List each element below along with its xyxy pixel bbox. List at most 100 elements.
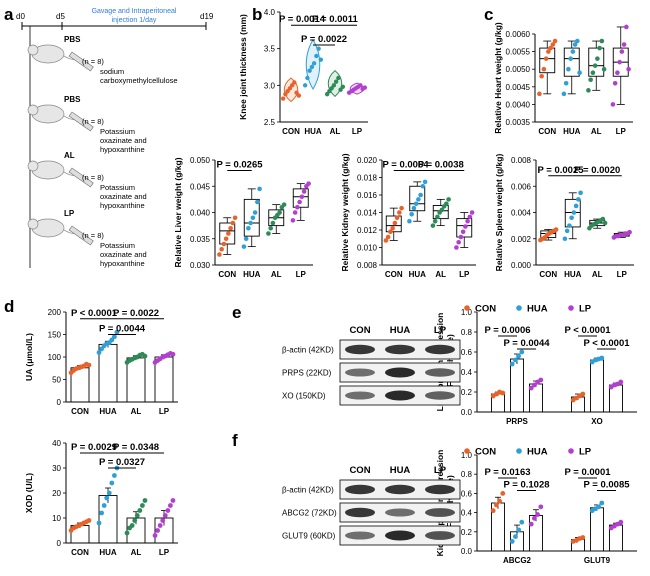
y-tick-label: 0.010 — [357, 244, 378, 253]
data-point — [170, 351, 176, 357]
data-point — [500, 390, 506, 396]
data-point — [106, 490, 112, 496]
data-point — [444, 201, 449, 207]
data-point — [331, 83, 337, 88]
data-point — [538, 504, 544, 510]
data-point — [305, 75, 310, 81]
data-point — [420, 183, 426, 189]
data-point — [246, 225, 251, 231]
bar — [510, 358, 524, 413]
x-tick-label: AL — [271, 270, 282, 279]
legend-label: LP — [579, 447, 592, 458]
blot-band — [425, 508, 455, 517]
legend-label: HUA — [527, 447, 548, 458]
blot-column-label: CON — [349, 465, 370, 476]
panel-label-f: f — [232, 431, 238, 450]
x-tick-label: AL — [592, 270, 603, 279]
blot-band — [345, 484, 375, 495]
data-point — [595, 56, 600, 61]
y-tick-label: 0.012 — [357, 226, 378, 235]
data-point — [509, 539, 515, 544]
data-point — [302, 83, 308, 88]
data-point — [627, 229, 632, 235]
group-treatment-1: sodium — [100, 67, 124, 76]
y-tick-label: 0.6 — [461, 489, 473, 498]
data-point — [600, 216, 606, 222]
data-point — [124, 530, 130, 536]
data-point — [615, 70, 620, 76]
data-point — [413, 201, 419, 207]
mouse-head-icon — [27, 104, 39, 116]
data-point — [497, 498, 502, 504]
data-point — [99, 510, 104, 516]
y-tick-label: 0.6 — [461, 348, 473, 357]
data-point — [564, 228, 570, 234]
x-tick-label: GLUT9 — [584, 556, 611, 565]
data-point — [546, 49, 551, 54]
y-tick-label: 0.018 — [357, 174, 378, 183]
p-value: P = 0.0044 — [503, 338, 550, 349]
syringe-icon — [68, 51, 94, 72]
data-point — [601, 66, 607, 72]
blot-column-label: LP — [434, 325, 447, 336]
blot-row-label: β-actin (42KD) — [282, 346, 334, 355]
data-point — [538, 377, 544, 383]
mouse-head-icon — [27, 160, 39, 172]
blot-row-label: β-actin (42KD) — [282, 486, 334, 495]
data-point — [465, 218, 470, 224]
data-point — [576, 197, 581, 202]
blot-band — [385, 390, 415, 401]
legend-marker — [516, 305, 522, 311]
x-tick-label: HUA — [409, 270, 427, 279]
data-point — [563, 80, 569, 86]
legend-marker — [568, 448, 574, 454]
data-point — [142, 353, 148, 359]
x-tick-label: CON — [538, 127, 556, 136]
p-value: P = 0.1028 — [503, 480, 549, 491]
x-tick-label: HUA — [99, 407, 117, 416]
blot-band — [345, 344, 375, 355]
y-axis-label: Relative Liver weight (g/kg) — [173, 157, 183, 267]
y-tick-label: 0.008 — [357, 261, 378, 270]
data-point — [295, 204, 300, 210]
data-point — [602, 220, 608, 226]
group-treatment-1: Potassium — [100, 183, 135, 192]
data-point — [568, 56, 573, 61]
data-point — [358, 83, 363, 88]
y-axis-label: XOD (U/L) — [24, 473, 34, 513]
y-tick-label: 20 — [52, 489, 61, 498]
p-value: P = 0.0327 — [99, 457, 145, 468]
y-tick-label: 0.0050 — [506, 65, 531, 74]
group-name: LP — [64, 209, 75, 218]
x-tick-label: AL — [591, 127, 602, 136]
data-point — [301, 189, 307, 194]
data-point — [599, 38, 605, 44]
p-value: P = 0.0064 — [382, 160, 429, 171]
data-point — [314, 53, 319, 59]
x-tick-label: HUA — [564, 270, 582, 279]
data-point — [160, 518, 166, 523]
x-tick-label: CON — [71, 407, 89, 416]
legend-marker — [516, 448, 522, 454]
data-point — [610, 102, 616, 107]
y-tick-label: 1.0 — [461, 451, 473, 460]
group-list: PBS(n = 8)sodiumcarboxymethylcellulosePB… — [27, 35, 178, 268]
blot-row-label: PRPS (22KD) — [282, 369, 332, 378]
y-tick-label: 30 — [52, 464, 61, 473]
data-point — [250, 215, 256, 221]
y-tick-label: 50 — [52, 376, 61, 385]
data-point — [217, 252, 222, 257]
legend-marker — [464, 448, 470, 454]
blot-band — [345, 531, 375, 540]
data-point — [435, 214, 440, 220]
data-point — [439, 207, 445, 213]
data-point — [541, 66, 547, 72]
y-tick-label: 0.045 — [190, 182, 211, 191]
y-tick-label: 0.4 — [461, 368, 473, 377]
data-point — [385, 234, 391, 240]
p-value: P = 0.0025 — [537, 165, 584, 176]
data-point — [572, 42, 578, 47]
western-blot-e: CON HUA LP β-actin (42KD) PRPS (22KD) XO (150… — [282, 325, 461, 406]
panel-label-e: e — [232, 303, 241, 322]
